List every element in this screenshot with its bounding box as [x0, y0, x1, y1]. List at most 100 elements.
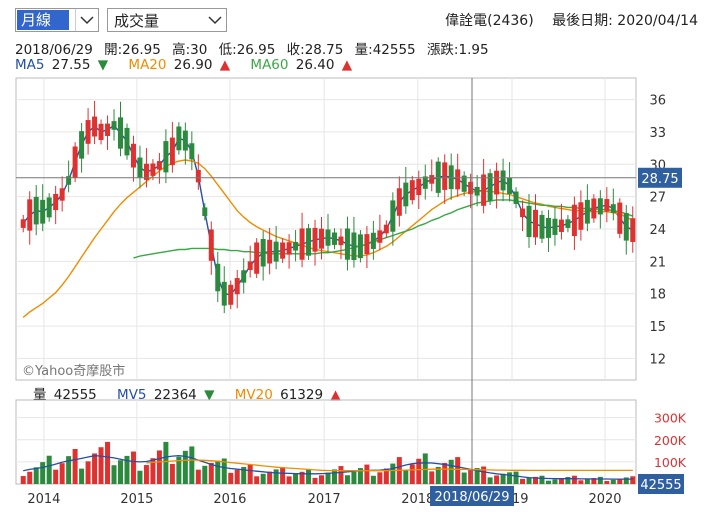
volume-bar: [267, 471, 273, 484]
x-tick-label: 2020: [588, 492, 621, 507]
x-tick-label: 2014: [27, 492, 60, 507]
y-tick-label: 36: [649, 94, 666, 109]
mv5-label: MV5: [117, 387, 147, 403]
candle-body: [254, 242, 260, 274]
volume-bar: [539, 475, 545, 484]
chevron-down-icon[interactable]: [204, 9, 226, 31]
candle-body: [273, 241, 279, 262]
volume-bar: [260, 473, 266, 484]
volume-bar: [513, 471, 519, 484]
y-tick-label: 27: [649, 191, 666, 206]
volume-bar: [286, 476, 292, 484]
y-tick-label: 18: [649, 288, 666, 303]
volume-bar: [215, 460, 221, 484]
volume-bar: [105, 441, 111, 484]
candle-body: [105, 123, 111, 136]
y-tick-label: 12: [649, 352, 666, 367]
date-tag: [430, 486, 514, 506]
stock-name: 偉詮電(2436): [445, 13, 534, 29]
candle-body: [267, 239, 273, 264]
candle-body: [79, 131, 85, 159]
volume-bar: [357, 468, 363, 484]
volume-bar: [280, 467, 286, 484]
volume-bar: [448, 459, 454, 484]
candle-body: [247, 261, 253, 270]
ma60-label: MA60: [250, 57, 289, 73]
candle-body: [202, 207, 208, 217]
price-tag-label: 28.75: [641, 172, 678, 187]
candle-body: [156, 161, 162, 170]
volume-bar: [455, 457, 461, 484]
candle-body: [500, 170, 506, 191]
volume-bar: [338, 466, 344, 484]
y-tick-label: 33: [649, 126, 666, 141]
volume-bar: [409, 464, 415, 484]
volume-y-tick-label: 200K: [654, 433, 687, 448]
chevron-down-icon[interactable]: [75, 9, 98, 31]
candle-body: [377, 230, 383, 243]
candle-body: [221, 281, 227, 306]
watermark: ©Yahoo奇摩股市: [22, 364, 126, 379]
period-select[interactable]: 月線: [15, 8, 99, 32]
volume-bar: [319, 475, 325, 484]
candle-body: [143, 163, 149, 180]
candle-body: [507, 177, 513, 194]
volume-bar: [169, 463, 175, 484]
volume-bar: [72, 448, 78, 484]
volume-bar: [273, 469, 279, 484]
volume-bar: [92, 453, 98, 484]
candle-body: [111, 121, 117, 130]
date-tag-label: 2018/06/29: [435, 490, 510, 505]
volume-bar: [293, 474, 299, 484]
volume-bar: [390, 463, 396, 484]
candle-body: [545, 217, 551, 238]
ma5-dir-icon: ▼: [97, 57, 109, 73]
indicator-select[interactable]: 成交量: [107, 8, 227, 32]
volume-bar: [20, 476, 26, 484]
candle-body: [558, 219, 564, 232]
candle-body: [344, 228, 350, 260]
candle-body: [130, 143, 136, 168]
volume-bar: [617, 478, 623, 484]
mv20-label: MV20: [234, 387, 273, 403]
candle-body: [124, 127, 130, 156]
candle-body: [331, 232, 337, 245]
volume-tag: [638, 474, 684, 494]
candle-body: [565, 219, 571, 228]
x-tick-label: 2015: [120, 492, 153, 507]
candle-body: [46, 197, 52, 218]
volume-bar: [591, 478, 597, 484]
mv5-value: 22364: [153, 387, 197, 403]
candle-body: [532, 209, 538, 238]
volume-bar: [79, 468, 85, 484]
candle-body: [20, 219, 26, 228]
candle-body: [370, 232, 376, 249]
volume-bar: [247, 464, 253, 484]
volume-bar: [299, 471, 305, 484]
volume-bar: [461, 472, 467, 484]
volume-bar: [571, 475, 577, 484]
volume-bar: [98, 447, 104, 484]
ma-legend: MA5 27.55 ▼ MA20 26.90 ▲ MA60 26.40 ▲: [15, 57, 355, 73]
candle-body: [260, 238, 266, 267]
volume-bar: [604, 481, 610, 484]
volume-bar: [532, 476, 538, 484]
candle-body: [578, 202, 584, 230]
volume-bar: [416, 458, 422, 484]
volume-bar: [468, 469, 474, 484]
candle-body: [468, 181, 474, 195]
candle-body: [429, 175, 435, 184]
volume-bar: [610, 479, 616, 484]
volume-bar: [435, 466, 441, 484]
candle-body: [189, 143, 195, 160]
volume-bar: [331, 469, 337, 484]
info-low: 低:26.95: [218, 42, 276, 58]
candle-body: [526, 205, 532, 238]
volume-bar: [176, 456, 182, 484]
volume-bar: [241, 467, 247, 484]
candle-body: [591, 198, 597, 219]
volume-bar: [137, 470, 143, 484]
candle-body: [442, 162, 448, 190]
candle-body: [234, 278, 240, 295]
